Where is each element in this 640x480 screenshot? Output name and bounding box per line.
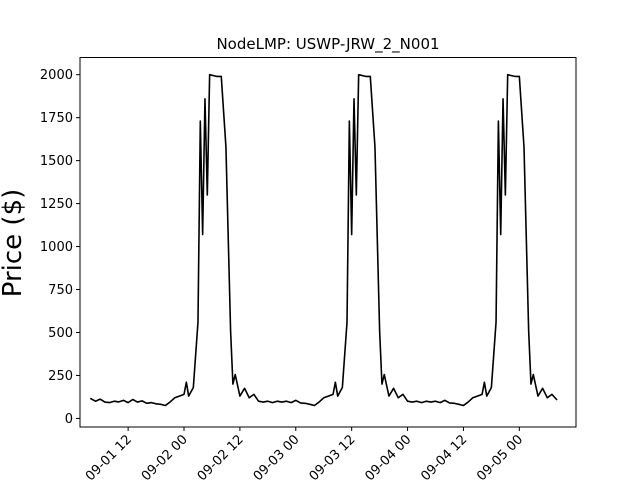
chart-title: NodeLMP: USWP-JRW_2_N001 [216,35,439,54]
y-tick-label: 1000 [40,240,73,255]
y-tick-label: 0 [65,412,73,427]
y-tick-label: 750 [48,283,73,298]
y-tick-label: 500 [48,326,73,341]
y-axis: 0 250 500 750 1000 1250 1500 1750 2000 [40,68,80,427]
y-tick-label: 1500 [40,154,73,169]
y-tick-label: 1750 [40,111,73,126]
price-series-line [90,73,558,407]
y-tick-label: 2000 [40,68,73,83]
plot-frame [79,57,577,428]
y-tick-label: 250 [48,369,73,384]
y-tick-label: 1250 [40,197,73,212]
plot-area [90,73,558,407]
y-axis-label: Price ($) [0,189,28,298]
